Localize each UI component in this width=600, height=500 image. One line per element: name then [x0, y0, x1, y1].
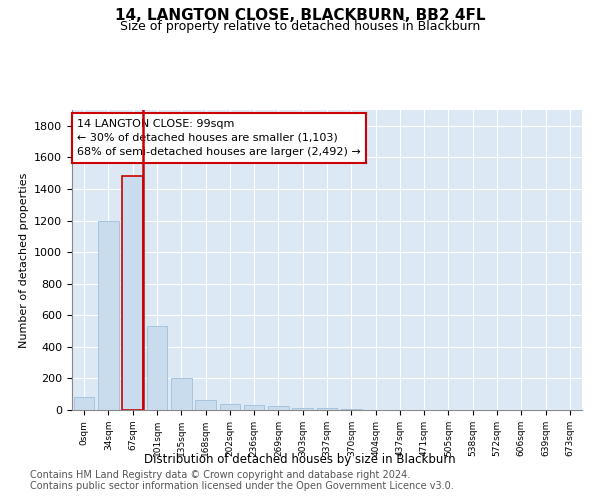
Text: Distribution of detached houses by size in Blackburn: Distribution of detached houses by size …: [144, 452, 456, 466]
Bar: [195, 400, 216, 410]
Bar: [220, 404, 240, 410]
Bar: [341, 409, 362, 410]
Bar: [74, 398, 94, 410]
Bar: [268, 406, 289, 410]
Text: 14 LANGTON CLOSE: 99sqm
← 30% of detached houses are smaller (1,103)
68% of semi: 14 LANGTON CLOSE: 99sqm ← 30% of detache…: [77, 119, 361, 157]
Bar: [122, 176, 143, 410]
Bar: [98, 220, 119, 410]
Bar: [244, 406, 265, 410]
Bar: [146, 326, 167, 410]
Bar: [171, 378, 191, 410]
Text: 14, LANGTON CLOSE, BLACKBURN, BB2 4FL: 14, LANGTON CLOSE, BLACKBURN, BB2 4FL: [115, 8, 485, 22]
Bar: [317, 408, 337, 410]
Text: Contains HM Land Registry data © Crown copyright and database right 2024.: Contains HM Land Registry data © Crown c…: [30, 470, 410, 480]
Text: Contains public sector information licensed under the Open Government Licence v3: Contains public sector information licen…: [30, 481, 454, 491]
Y-axis label: Number of detached properties: Number of detached properties: [19, 172, 29, 348]
Bar: [292, 408, 313, 410]
Text: Size of property relative to detached houses in Blackburn: Size of property relative to detached ho…: [120, 20, 480, 33]
